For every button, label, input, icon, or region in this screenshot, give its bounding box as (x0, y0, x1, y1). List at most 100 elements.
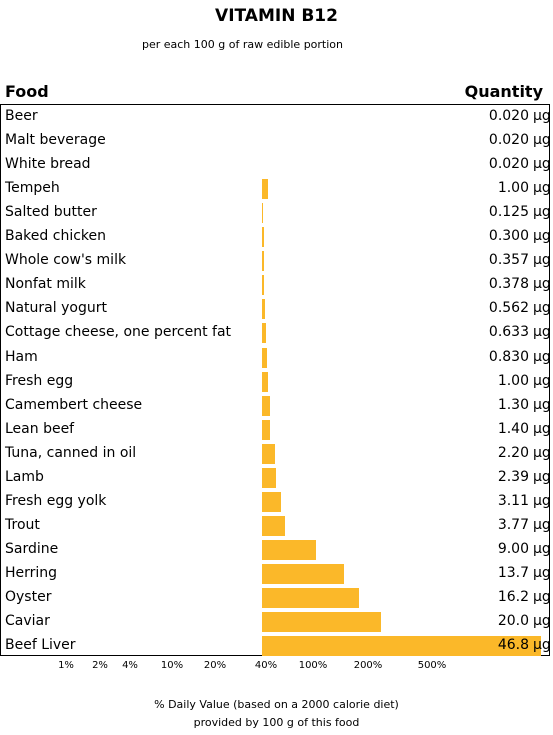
quantity-unit: µg (533, 637, 551, 654)
value-bar (262, 443, 276, 464)
food-label: Natural yogurt (5, 300, 107, 317)
chart-subtitle: per each 100 g of raw edible portion (141, 38, 344, 51)
quantity-column-header: Quantity (464, 82, 543, 101)
value-bar (262, 395, 270, 416)
quantity-unit: µg (533, 324, 551, 341)
quantity-value: 20.0 (497, 613, 529, 630)
table-row: Camembert cheese 1.30 µg (0, 394, 553, 418)
food-column-header: Food (5, 82, 49, 101)
quantity-unit: µg (533, 372, 551, 389)
food-label: Whole cow's milk (5, 252, 127, 269)
x-tick-label: 500% (417, 660, 447, 671)
value-bar (262, 491, 281, 512)
value-bar (262, 299, 266, 320)
table-row: Trout 3.77 µg (0, 514, 553, 538)
table-row: Fresh egg yolk 3.11 µg (0, 490, 553, 514)
food-label: Lamb (5, 468, 44, 485)
x-tick-label: 20% (203, 660, 227, 671)
quantity-unit: µg (533, 204, 551, 221)
food-label: Tuna, canned in oil (5, 444, 137, 461)
food-label: Sardine (5, 540, 59, 557)
quantity-unit: µg (533, 589, 551, 605)
food-label: Lean beef (5, 420, 75, 437)
quantity-unit: µg (533, 420, 551, 437)
table-row: Lamb 2.39 µg (0, 466, 553, 490)
value-bar (262, 515, 285, 536)
food-label: Malt beverage (5, 132, 106, 149)
food-label: Baked chicken (5, 228, 106, 245)
quantity-unit: µg (533, 156, 551, 173)
table-row: Herring 13.7 µg (0, 562, 553, 586)
quantity-value: 1.00 (497, 372, 529, 389)
x-tick-label: 4% (122, 660, 138, 671)
x-tick-label: 100% (298, 660, 328, 671)
value-bar (262, 203, 264, 224)
table-row: Oyster 16.2 µg (0, 586, 553, 610)
x-tick-label: 2% (92, 660, 108, 671)
quantity-value: 1.00 (497, 180, 529, 197)
food-label: Ham (5, 348, 38, 365)
value-bar (262, 539, 316, 560)
quantity-value: 0.020 (488, 108, 529, 124)
x-tick-label: 10% (160, 660, 184, 671)
quantity-unit: µg (533, 228, 551, 245)
table-row: Malt beverage 0.020 µg (0, 129, 553, 153)
quantity-value: 0.562 (488, 300, 529, 317)
value-bar (262, 419, 271, 440)
quantity-value: 0.830 (488, 348, 529, 365)
table-row: Tempeh 1.00 µg (0, 177, 553, 201)
quantity-unit: µg (533, 300, 551, 317)
quantity-value: 0.357 (488, 252, 529, 269)
quantity-value: 16.2 (497, 589, 529, 605)
quantity-value: 1.30 (497, 396, 529, 413)
quantity-value: 2.20 (497, 444, 529, 461)
food-label: Nonfat milk (5, 276, 86, 293)
table-row: Natural yogurt 0.562 µg (0, 297, 553, 321)
x-axis-ticks: 1% 2% 4% 10% 20% 40% 100% 200% 500% (0, 660, 553, 674)
value-bar (262, 467, 277, 488)
value-bar (262, 347, 267, 368)
table-row: Tuna, canned in oil 2.20 µg (0, 442, 553, 466)
quantity-value: 3.77 (497, 516, 529, 533)
value-bar (262, 588, 359, 608)
table-row: Salted butter 0.125 µg (0, 201, 553, 225)
food-label: Salted butter (5, 204, 97, 221)
x-axis-label-line2: provided by 100 g of this food (193, 716, 360, 729)
x-tick-label: 200% (353, 660, 383, 671)
food-label: Beer (5, 108, 38, 124)
value-bar (262, 636, 542, 657)
x-tick-label: 40% (254, 660, 278, 671)
value-bar (262, 179, 268, 200)
quantity-value: 9.00 (497, 540, 529, 557)
table-row: Caviar 20.0 µg (0, 610, 553, 634)
x-tick-label: 1% (58, 660, 74, 671)
table-row: Beef Liver 46.8 µg (0, 634, 553, 658)
quantity-value: 0.020 (488, 156, 529, 173)
value-bar (262, 227, 264, 248)
food-label: Fresh egg yolk (5, 492, 107, 509)
table-row: Cottage cheese, one percent fat 0.633 µg (0, 321, 553, 345)
table-row: Sardine 9.00 µg (0, 538, 553, 562)
quantity-value: 0.378 (488, 276, 529, 293)
quantity-value: 3.11 (497, 492, 529, 509)
quantity-value: 1.40 (497, 420, 529, 437)
food-label: Tempeh (5, 180, 60, 197)
food-label: Caviar (5, 613, 50, 630)
value-bar (262, 275, 265, 296)
table-row: Lean beef 1.40 µg (0, 418, 553, 442)
quantity-unit: µg (533, 132, 551, 149)
quantity-unit: µg (533, 516, 551, 533)
quantity-unit: µg (533, 564, 551, 581)
food-label: Cottage cheese, one percent fat (5, 324, 232, 341)
food-label: White bread (5, 156, 91, 173)
quantity-unit: µg (533, 348, 551, 365)
quantity-value: 0.633 (488, 324, 529, 341)
chart-title: VITAMIN B12 (215, 6, 338, 26)
table-row: White bread 0.020 µg (0, 153, 553, 177)
quantity-unit: µg (533, 252, 551, 269)
table-row: Ham 0.830 µg (0, 346, 553, 370)
table-row: Baked chicken 0.300 µg (0, 225, 553, 249)
value-bar (262, 612, 382, 633)
quantity-value: 0.125 (488, 204, 529, 221)
table-row: Whole cow's milk 0.357 µg (0, 249, 553, 273)
